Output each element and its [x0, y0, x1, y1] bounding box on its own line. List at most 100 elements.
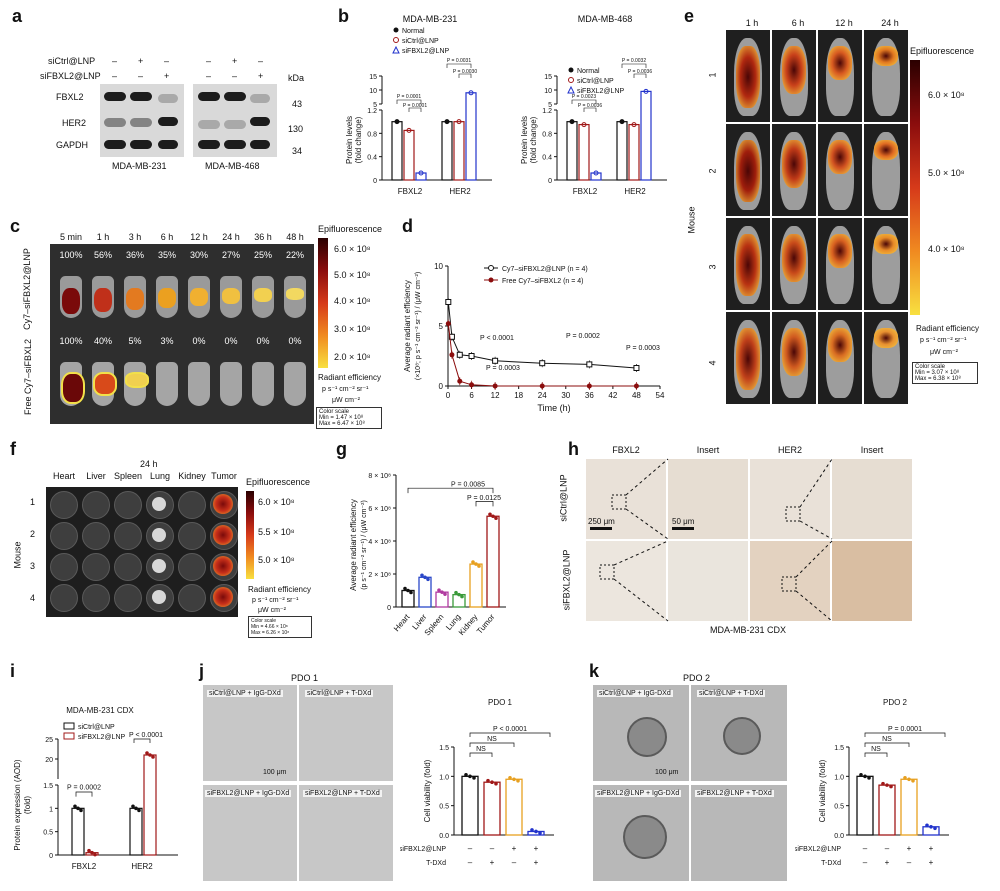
data-point	[494, 781, 498, 786]
p-value: P = 0.0003	[486, 365, 520, 372]
panel-label: g	[336, 439, 347, 459]
radiant-label: Radiant efficiency	[916, 324, 979, 333]
tile-label: siFBXL2@LNP + T-DXd	[303, 790, 382, 797]
sign: +	[232, 56, 238, 66]
data-point	[73, 804, 77, 809]
p-value: P = 0.0032	[622, 58, 646, 64]
radiant-units: μW cm⁻²	[332, 397, 360, 404]
chart-b: Normal siCtrl@LNP siFBXL2@LNP Normal siCtrl@…	[345, 14, 667, 196]
data-point	[867, 776, 871, 780]
y-axis-label: (fold)	[23, 796, 32, 815]
lung-signal	[152, 559, 166, 573]
data-point	[492, 357, 499, 364]
data-point	[76, 806, 80, 811]
data-point	[911, 778, 915, 783]
min: Min = 4.66 × 10⁸	[251, 624, 288, 630]
x-tick-label: 18	[514, 391, 523, 400]
legend-label: siCtrl@LNP	[402, 38, 439, 45]
bar-siCtrl@LNP	[71, 807, 85, 856]
min: Min = 3.07 × 10⁸	[915, 370, 960, 376]
organ-label: Tumor	[211, 471, 237, 481]
radiant-units: p s⁻¹ cm⁻² sr⁻¹	[322, 386, 369, 393]
y-tick-label: 1.2	[367, 108, 377, 115]
title: PDO 2	[683, 673, 711, 683]
p-value: P = 0.0003	[626, 345, 660, 352]
micro-image	[691, 785, 787, 881]
legend-marker-normal	[568, 67, 574, 73]
tube	[220, 362, 242, 406]
time-label: 3 h	[128, 232, 142, 242]
x-tick-label: 36	[585, 391, 594, 400]
x-sign: –	[907, 858, 912, 867]
scale-tick: 5.5 × 10⁸	[258, 527, 295, 537]
ns-label: NS	[487, 736, 497, 743]
mouse-number: 4	[30, 593, 36, 603]
lung-signal	[152, 528, 166, 542]
data-point	[925, 823, 929, 828]
x-tick-label: FBXL2	[398, 187, 423, 196]
mouse-number: 2	[30, 529, 36, 539]
panel-label: e	[684, 6, 695, 26]
lung-signal	[152, 590, 166, 604]
y-tick-label: 0	[439, 382, 444, 391]
radiant-units: p s⁻¹ cm⁻² sr⁻¹	[252, 597, 299, 604]
marker: 130	[288, 124, 304, 134]
heat-map	[874, 328, 898, 348]
sign: +	[258, 71, 264, 81]
heat-map	[736, 234, 760, 296]
x-tick-label: FBXL2	[72, 862, 97, 871]
well	[178, 553, 206, 581]
data-point	[403, 586, 407, 591]
time-label: 12 h	[835, 18, 853, 28]
data-point	[444, 119, 450, 125]
row-label: siFBXL2@LNP	[561, 549, 572, 611]
column-title: Insert	[860, 445, 884, 455]
bar-siCtrl@LNP	[628, 123, 640, 181]
mouse-label: Mouse	[12, 541, 23, 569]
sign: –	[258, 56, 264, 66]
sig-bracket	[864, 742, 910, 747]
data-point	[443, 592, 447, 596]
data-point	[426, 577, 430, 582]
data-point	[491, 514, 495, 519]
data-point	[406, 588, 410, 593]
organ-label: Liver	[86, 471, 106, 481]
protein-label: HER2	[62, 118, 87, 128]
scale-tick: 3.0 × 10⁸	[334, 324, 371, 334]
scale-tick: 6.0 × 10⁸	[334, 244, 371, 254]
pct-label: 22%	[285, 250, 304, 260]
legend-label: Normal	[577, 68, 600, 75]
x-tick-label: 0	[446, 391, 451, 400]
organ-label: Heart	[52, 471, 75, 481]
scale-bar: 250 μm	[588, 517, 615, 526]
time-label: 1 h	[96, 232, 110, 242]
x-sign: +	[929, 844, 934, 853]
scale-bar: 50 μm	[672, 517, 695, 526]
data-point	[907, 777, 911, 782]
heat-map	[782, 328, 806, 376]
radiant-label: Radiant efficiency	[318, 373, 381, 382]
p-value: P < 0.0001	[493, 726, 527, 733]
x-sign: –	[885, 844, 890, 853]
organ-image	[46, 487, 238, 617]
panel-d: d 0 6 12 18 24 30 36 42 48 54 0 5 10 Time (h) Average …	[390, 210, 680, 435]
bar-Tumor	[486, 515, 500, 608]
sig-bracket	[633, 73, 647, 78]
ihc-image	[832, 459, 912, 539]
pct-label: 35%	[157, 250, 176, 260]
x-tick-label: Heart	[392, 612, 412, 633]
y-tick-label: 20	[45, 757, 53, 764]
y-axis-label: (fold change)	[529, 116, 538, 163]
mouse-label: Mouse	[686, 206, 697, 234]
data-point	[151, 755, 155, 759]
heat-map	[828, 234, 852, 268]
max: Max = 6.38 × 10⁸	[915, 376, 961, 382]
heat-map	[736, 140, 760, 202]
y-axis-label: Average radiant efficiency	[349, 499, 358, 591]
chart-k: PDO 2 0.0 0.5 1.0 1.5 Cell viability (fold) – –…	[795, 698, 949, 867]
data-point	[538, 831, 542, 835]
row-label: Free Cy7–siFBXL2	[23, 338, 34, 416]
data-point	[534, 829, 538, 834]
colorbar	[910, 60, 920, 315]
heat-map	[782, 46, 806, 94]
